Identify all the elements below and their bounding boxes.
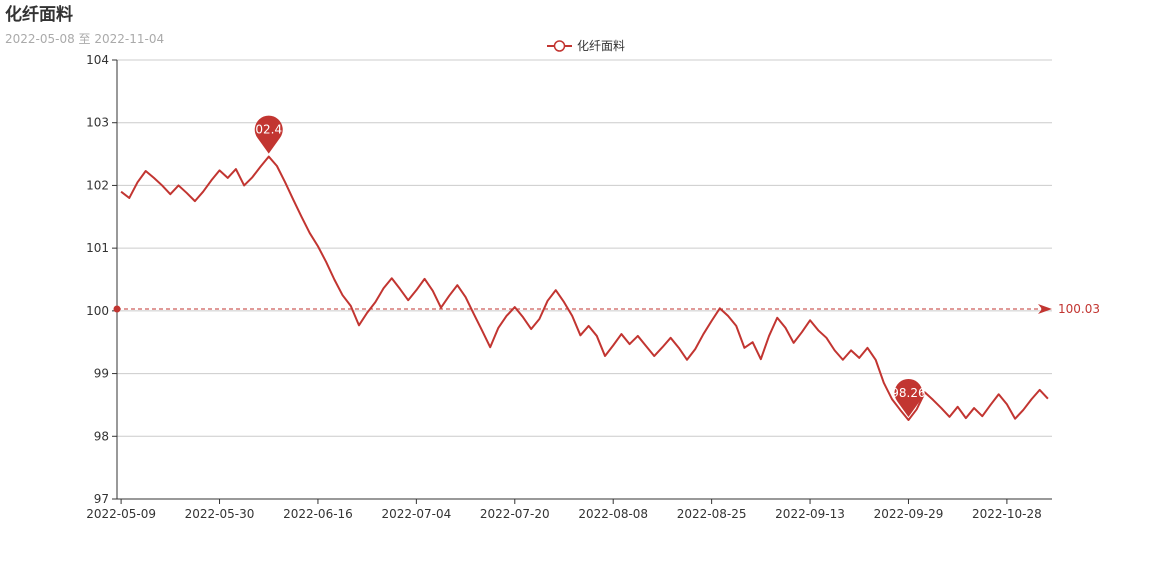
x-tick-label: 2022-05-30 — [185, 507, 255, 521]
average-arrow — [1038, 303, 1052, 314]
y-tick-label: 104 — [86, 53, 109, 67]
chart-subtitle: 2022-05-08 至 2022-11-04 — [5, 32, 164, 46]
x-tick-label: 2022-09-29 — [874, 507, 944, 521]
mark-pin-label: 98.26 — [891, 386, 925, 400]
x-tick-label: 2022-07-04 — [381, 507, 451, 521]
mark-pin — [894, 378, 923, 417]
series-line — [120, 155, 1049, 421]
y-tick-label: 102 — [86, 178, 109, 192]
x-tick-label: 2022-05-09 — [86, 507, 156, 521]
average-label: 100.03 — [1058, 302, 1100, 316]
legend-marker — [553, 40, 566, 52]
x-tick-label: 2022-07-20 — [480, 507, 550, 521]
chart-title: 化纤面料 — [5, 4, 73, 25]
y-tick-label: 99 — [94, 367, 109, 381]
x-tick-label: 2022-10-28 — [972, 507, 1042, 521]
y-tick-label: 103 — [86, 116, 109, 130]
y-tick-label: 100 — [86, 304, 109, 318]
x-tick-label: 2022-08-08 — [578, 507, 648, 521]
mark-pin-label: 102.46 — [248, 123, 290, 137]
x-tick-label: 2022-06-16 — [283, 507, 353, 521]
x-tick-label: 2022-09-13 — [775, 507, 845, 521]
mark-pin — [254, 115, 283, 154]
legend-label: 化纤面料 — [577, 39, 625, 53]
y-tick-label: 97 — [94, 492, 109, 506]
average-start — [113, 305, 121, 313]
y-tick-label: 101 — [86, 241, 109, 255]
y-tick-label: 98 — [94, 429, 109, 443]
x-tick-label: 2022-08-25 — [677, 507, 747, 521]
